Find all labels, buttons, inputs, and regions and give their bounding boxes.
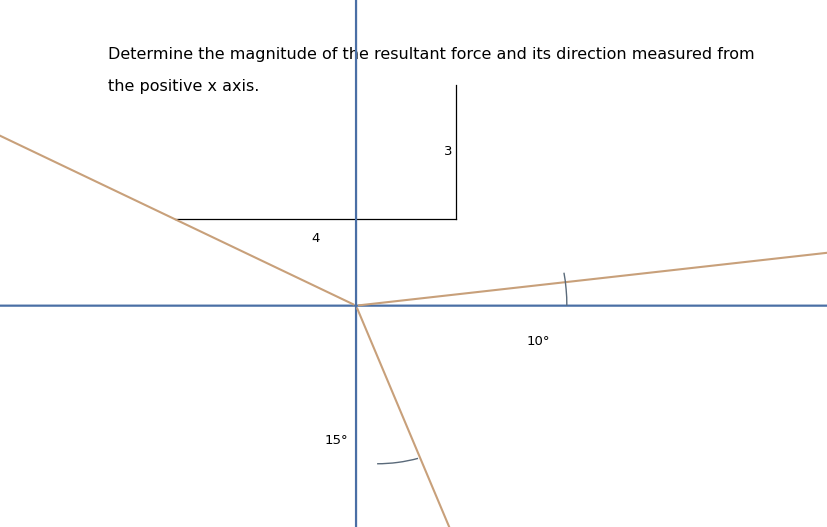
Text: 3: 3 [443,145,452,159]
Text: Determine the magnitude of the resultant force and its direction measured from: Determine the magnitude of the resultant… [108,47,753,62]
Text: 15°: 15° [324,434,347,446]
Text: 10°: 10° [526,335,549,348]
Text: the positive x axis.: the positive x axis. [108,79,259,94]
Text: 4: 4 [311,232,319,246]
